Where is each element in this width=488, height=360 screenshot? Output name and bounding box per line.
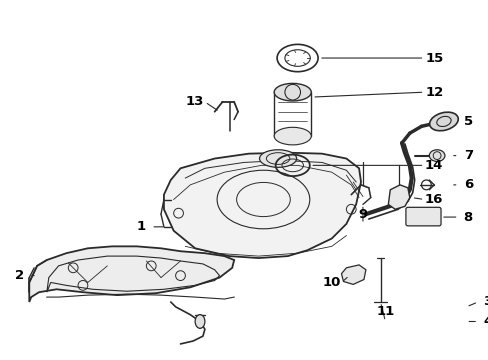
Text: 10: 10 [322,276,340,289]
Ellipse shape [429,112,457,131]
Text: 8: 8 [463,211,472,224]
Text: 7: 7 [463,149,472,162]
Polygon shape [341,265,365,284]
Polygon shape [29,246,234,302]
Text: 2: 2 [15,269,24,282]
Text: 11: 11 [375,305,394,318]
Text: 4: 4 [482,315,488,328]
Text: 6: 6 [463,178,472,192]
Ellipse shape [259,150,296,167]
Ellipse shape [274,84,311,101]
FancyBboxPatch shape [405,207,440,226]
Text: 14: 14 [424,159,443,172]
Text: 9: 9 [358,208,367,221]
Text: 12: 12 [424,86,443,99]
Text: 3: 3 [482,296,488,309]
Text: 1: 1 [137,220,146,233]
Text: 13: 13 [185,95,204,108]
Text: 16: 16 [424,193,443,206]
Ellipse shape [195,315,204,328]
Text: 5: 5 [463,115,472,128]
Ellipse shape [274,127,311,145]
Text: 15: 15 [424,51,443,64]
Polygon shape [163,153,360,258]
Polygon shape [387,185,409,209]
Ellipse shape [428,150,444,162]
